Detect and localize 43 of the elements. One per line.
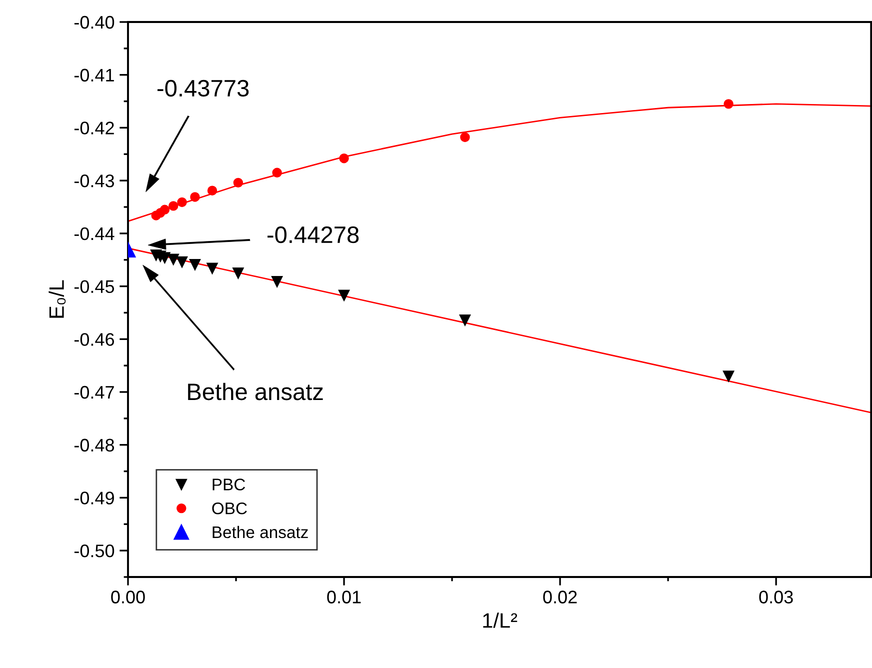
legend-label: Bethe ansatz (212, 526, 308, 538)
point (724, 99, 734, 109)
point (339, 154, 349, 164)
point (338, 290, 350, 301)
annotation: -0.44278 (267, 226, 359, 244)
point (233, 178, 244, 188)
y-tick-label: -0.49 (74, 492, 114, 504)
x-tick-label: 0.02 (543, 590, 577, 604)
y-axis-title: E₀/L (48, 280, 66, 318)
line-series (128, 103, 872, 222)
y-tick-label: -0.47 (74, 386, 114, 399)
x-tick-label: 0.01 (327, 590, 361, 604)
y-tick-label: -0.44 (74, 227, 114, 240)
x-axis-title: 1/L² (483, 612, 518, 628)
annotation: Bethe ansatz (188, 382, 323, 400)
point (190, 192, 200, 202)
legend-label: OBC (212, 502, 247, 514)
y-tick-label: -0.50 (74, 544, 114, 558)
point (160, 204, 170, 215)
x-tick-label: 0.03 (759, 590, 793, 604)
y-tick-label: -0.41 (74, 68, 114, 82)
point (459, 314, 471, 326)
y-tick-label: -0.45 (74, 280, 114, 294)
point (168, 254, 179, 265)
point (177, 197, 187, 208)
point (176, 256, 188, 268)
point (232, 268, 244, 279)
y-tick-label: -0.42 (74, 122, 114, 134)
y-tick-label: -0.48 (74, 438, 114, 452)
point (272, 168, 282, 178)
point (206, 262, 218, 274)
point (272, 276, 283, 288)
point (460, 132, 470, 142)
annotation: -0.43773 (158, 80, 249, 97)
y-tick-label: -0.46 (74, 333, 114, 346)
legend-label: PBC (212, 478, 246, 490)
point (189, 259, 201, 270)
x-tick-label: 0.00 (111, 590, 145, 604)
point (722, 370, 734, 382)
point (207, 186, 218, 196)
y-tick-label: -0.40 (74, 16, 114, 29)
point (168, 201, 178, 211)
y-tick-label: -0.43 (74, 174, 114, 188)
